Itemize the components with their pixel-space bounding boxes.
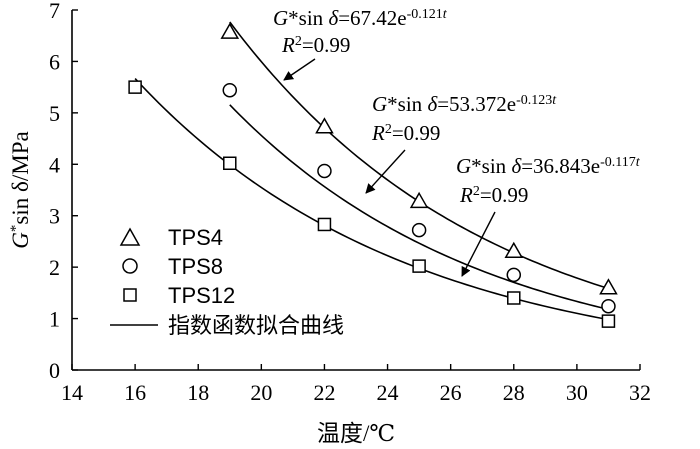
x-tick-label: 20 bbox=[250, 380, 272, 405]
y-tick-label: 7 bbox=[49, 0, 60, 23]
legend-item-tps8: TPS8 bbox=[122, 254, 223, 279]
equation-tps4: G*sin δ=67.42e-0.121t bbox=[273, 6, 448, 30]
x-tick-label: 24 bbox=[377, 380, 399, 405]
y-tick-label: 5 bbox=[49, 101, 60, 126]
y-ticks: 0 1 2 3 4 5 6 7 bbox=[49, 0, 78, 383]
data-point-tps8 bbox=[506, 267, 522, 283]
fit-curve-tps12 bbox=[134, 78, 609, 321]
y-tick-label: 6 bbox=[49, 49, 60, 74]
y-tick-label: 3 bbox=[49, 204, 60, 229]
legend-item-tps12: TPS12 bbox=[123, 283, 235, 308]
legend-triangle-marker bbox=[119, 227, 141, 246]
r2-tps12: R2=0.99 bbox=[459, 183, 528, 207]
annotation-tps12: G*sin δ=36.843e-0.117t R2=0.99 bbox=[456, 154, 641, 277]
legend-label-tps8: TPS8 bbox=[168, 254, 223, 279]
x-tick-label: 28 bbox=[503, 380, 525, 405]
legend-item-tps4: TPS4 bbox=[119, 225, 223, 250]
x-tick-label: 18 bbox=[187, 380, 209, 405]
x-ticks: 14 16 18 20 22 24 26 28 30 32 bbox=[61, 364, 651, 405]
arrow-tps12 bbox=[461, 211, 496, 277]
y-axis-title: G*sin δ/MPa bbox=[8, 131, 33, 248]
legend-square-marker bbox=[123, 288, 137, 302]
legend-label-fit: 指数函数拟合曲线 bbox=[168, 313, 344, 338]
arrow-tps4 bbox=[283, 58, 316, 81]
data-point-tps12 bbox=[223, 156, 237, 171]
data-point-tps8 bbox=[411, 222, 427, 238]
data-point-tps8 bbox=[317, 163, 332, 179]
arrow-tps8 bbox=[365, 149, 406, 194]
x-tick-label: 26 bbox=[440, 380, 462, 405]
data-point-tps12 bbox=[601, 314, 616, 328]
data-point-tps4 bbox=[220, 22, 240, 39]
axes bbox=[71, 10, 640, 371]
x-axis-title: 温度/℃ bbox=[317, 421, 395, 446]
data-point-tps4 bbox=[409, 191, 429, 209]
y-tick-label: 0 bbox=[49, 358, 60, 383]
y-tick-label: 4 bbox=[49, 152, 60, 177]
data-point-tps4 bbox=[599, 278, 618, 295]
y-tick-label: 2 bbox=[49, 255, 60, 280]
r2-tps8: R2=0.99 bbox=[371, 121, 440, 145]
data-point-tps8 bbox=[601, 298, 616, 314]
x-tick-label: 30 bbox=[566, 380, 588, 405]
r2-tps4: R2=0.99 bbox=[281, 33, 350, 57]
data-point-tps12 bbox=[128, 80, 142, 94]
legend-label-tps4: TPS4 bbox=[168, 225, 223, 250]
data-markers bbox=[128, 22, 618, 328]
equation-tps12: G*sin δ=36.843e-0.117t bbox=[456, 154, 641, 178]
annotation-tps8: G*sin δ=53.372e-0.123t R2=0.99 bbox=[365, 92, 557, 194]
x-tick-label: 22 bbox=[313, 380, 335, 405]
equation-tps8: G*sin δ=53.372e-0.123t bbox=[372, 92, 557, 116]
legend-item-fit: 指数函数拟合曲线 bbox=[110, 313, 344, 338]
x-tick-label: 32 bbox=[629, 380, 651, 405]
data-point-tps12 bbox=[317, 217, 332, 232]
data-point-tps4 bbox=[504, 241, 524, 258]
y-tick-label: 1 bbox=[49, 307, 60, 332]
fit-curve-tps8 bbox=[229, 104, 609, 311]
data-point-tps12 bbox=[412, 259, 426, 273]
data-point-tps4 bbox=[315, 117, 334, 134]
x-tick-label: 16 bbox=[124, 380, 146, 405]
legend-circle-marker bbox=[122, 258, 138, 274]
x-tick-label: 14 bbox=[61, 380, 83, 405]
data-point-tps8 bbox=[222, 82, 238, 98]
annotation-tps4: G*sin δ=67.42e-0.121t R2=0.99 bbox=[273, 6, 448, 81]
legend: TPS4 TPS8 TPS12 指数函数拟合曲线 bbox=[110, 225, 344, 338]
legend-label-tps12: TPS12 bbox=[168, 283, 235, 308]
data-point-tps12 bbox=[507, 291, 521, 305]
